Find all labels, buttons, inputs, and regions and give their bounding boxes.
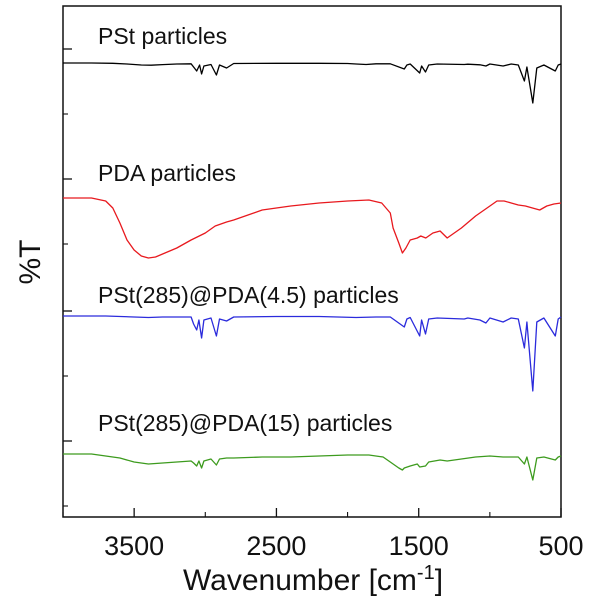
series-group bbox=[63, 62, 562, 481]
series-label-1: PSt particles bbox=[98, 23, 227, 49]
x-axis-ticks: 3500 2500 1500 500 bbox=[62, 508, 584, 561]
x-tick-label: 1500 bbox=[389, 531, 449, 561]
series-label-2: PDA particles bbox=[98, 160, 236, 186]
x-axis-label-close: ] bbox=[435, 564, 443, 597]
x-tick-label: 2500 bbox=[246, 531, 306, 561]
x-tick-label: 500 bbox=[538, 531, 583, 561]
x-axis-label: Wavenumber [cm-1] bbox=[183, 562, 443, 597]
plot-frame bbox=[62, 5, 562, 518]
series-line-4 bbox=[63, 453, 562, 481]
series-line-2 bbox=[63, 197, 562, 259]
x-tick-label: 3500 bbox=[104, 531, 164, 561]
x-axis-label-main: Wavenumber [cm bbox=[183, 564, 417, 597]
y-axis-ticks bbox=[63, 48, 72, 507]
x-axis-label-sup: -1 bbox=[417, 562, 435, 584]
series-labels: PSt particles PDA particles PSt(285)@PDA(4… bbox=[98, 23, 399, 436]
series-line-3 bbox=[63, 315, 562, 392]
series-label-4: PSt(285)@PDA(15) particles bbox=[98, 410, 392, 436]
y-axis-label: %T bbox=[14, 240, 47, 285]
series-line-1 bbox=[63, 62, 562, 104]
series-label-3: PSt(285)@PDA(4.5) particles bbox=[98, 282, 399, 308]
